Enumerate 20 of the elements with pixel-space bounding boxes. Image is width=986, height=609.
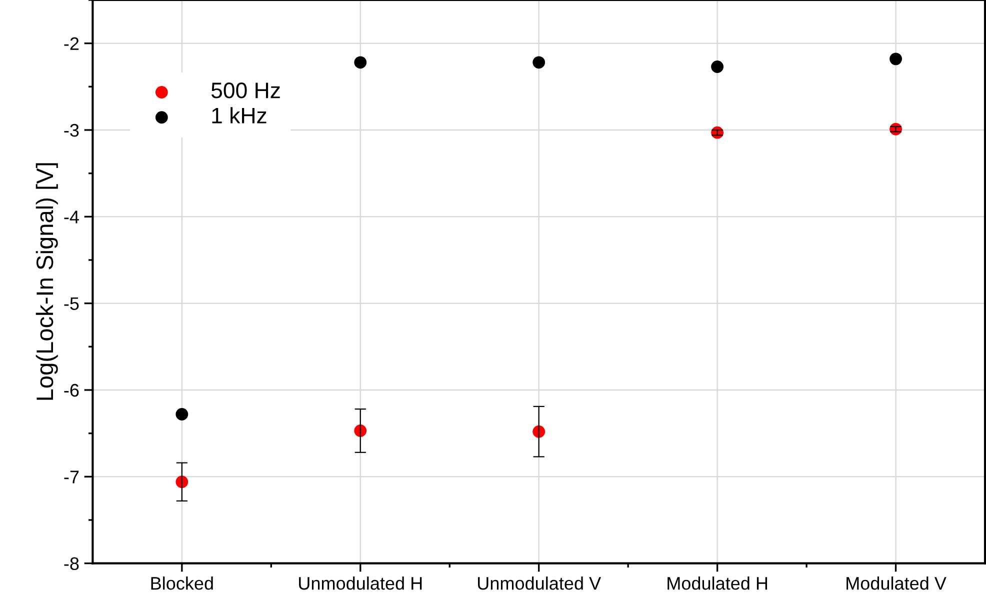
y-tick-label: -4 xyxy=(64,210,79,224)
point xyxy=(176,408,188,420)
point xyxy=(532,56,546,69)
y-tick-label: -3 xyxy=(64,124,79,137)
legend-label: 500 Hz xyxy=(211,82,280,98)
legend-label: 1 kHz xyxy=(212,107,266,124)
x-tick-label: Unmodulated H xyxy=(299,576,422,590)
y-tick-label: -2 xyxy=(64,37,79,50)
point xyxy=(711,60,724,73)
point xyxy=(890,52,902,66)
x-tick-label: Unmodulated V xyxy=(478,576,602,590)
x-tick-label: Blocked xyxy=(151,576,213,590)
y-axis-title: Log(Lock-In Signal) [V] xyxy=(36,163,58,400)
x-tick-label: Modulated V xyxy=(846,576,946,590)
y-tick-label: -6 xyxy=(64,384,79,397)
y-tick-label: -8 xyxy=(64,557,79,570)
x-tick-label: Modulated H xyxy=(668,576,768,590)
y-tick-label: -5 xyxy=(64,297,79,310)
point xyxy=(354,56,367,69)
y-tick-label: -7 xyxy=(64,470,79,484)
